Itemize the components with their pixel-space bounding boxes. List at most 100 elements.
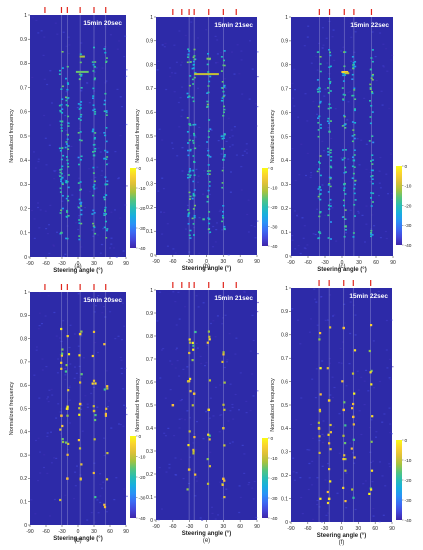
noise-cell — [62, 255, 65, 257]
noise-cell — [33, 374, 36, 376]
noise-cell — [107, 406, 109, 408]
colorbar-tick-label: -40 — [405, 243, 412, 249]
noise-cell — [43, 454, 46, 456]
noise-cell — [189, 456, 191, 458]
detection-point — [103, 214, 106, 216]
detection-point — [329, 326, 332, 329]
detection-point — [193, 134, 196, 137]
detection-point — [189, 168, 191, 170]
detection-point — [223, 444, 226, 447]
detection-point — [352, 438, 355, 441]
noise-cell — [296, 214, 298, 217]
noise-cell — [240, 166, 243, 168]
noise-cell — [43, 36, 46, 38]
noise-cell — [343, 303, 346, 305]
noise-cell — [321, 47, 324, 49]
noise-cell — [116, 88, 119, 90]
detection-point — [189, 195, 192, 198]
noise-cell — [233, 73, 236, 75]
detection-point — [192, 223, 195, 225]
detection-point — [344, 149, 347, 151]
detection-point — [206, 105, 209, 108]
x-axis-label: Steering angle (°) — [317, 267, 366, 273]
detection-point — [208, 335, 211, 338]
noise-cell — [249, 350, 252, 352]
noise-cell — [311, 378, 314, 380]
colorbar-tick-label: -40 — [271, 244, 278, 250]
detection-point — [353, 89, 356, 91]
detection-point — [188, 191, 191, 194]
detection-point — [329, 198, 332, 201]
noise-cell — [100, 174, 103, 177]
detection-point — [353, 108, 356, 110]
panel-annotation: 15min 20sec — [83, 20, 122, 27]
detection-point — [60, 361, 63, 364]
detection-point — [208, 173, 211, 175]
detection-point — [222, 64, 225, 67]
noise-cell — [172, 248, 175, 250]
detection-point — [344, 218, 347, 220]
noise-cell — [35, 349, 38, 351]
noise-cell — [244, 25, 247, 27]
detection-point — [318, 186, 321, 189]
detection-point — [61, 348, 64, 351]
detection-point — [223, 94, 226, 97]
y-tick-label: 0 — [24, 255, 27, 261]
detection-point — [91, 382, 94, 385]
noise-cell — [371, 460, 374, 462]
detection-point — [223, 133, 226, 136]
detection-point — [188, 50, 191, 52]
detection-point — [189, 198, 191, 200]
noise-cell — [109, 311, 112, 313]
hotspot-cell — [318, 231, 321, 234]
detection-point — [65, 77, 67, 80]
colorbar-tick-label: -40 — [271, 516, 278, 522]
noise-cell — [97, 351, 99, 354]
hotspot-cell — [352, 159, 356, 162]
detection-point — [343, 72, 346, 75]
detection-point — [319, 232, 322, 235]
noise-cell — [125, 413, 128, 416]
detection-point — [193, 189, 196, 191]
noise-cell — [388, 407, 391, 409]
noise-cell — [231, 51, 233, 53]
noise-cell — [308, 462, 311, 465]
detection-point — [318, 115, 321, 118]
x-axis-label: Steering angle (°) — [317, 533, 366, 539]
detection-point — [319, 70, 322, 73]
noise-cell — [249, 40, 251, 42]
detection-point — [221, 87, 224, 89]
noise-cell — [312, 233, 315, 235]
noise-cell — [251, 487, 254, 489]
noise-cell — [214, 386, 217, 388]
noise-cell — [251, 314, 254, 316]
detection-point — [343, 94, 346, 96]
noise-cell — [214, 518, 217, 520]
noise-cell — [80, 42, 83, 44]
x-tick-label: 90 — [389, 526, 395, 532]
noise-cell — [46, 398, 49, 400]
noise-cell — [157, 190, 160, 192]
detection-point — [189, 377, 192, 380]
noise-cell — [162, 348, 165, 350]
colorbar-tick-label: -40 — [139, 246, 146, 252]
noise-cell — [43, 78, 46, 80]
noise-cell — [80, 404, 83, 406]
detection-point — [94, 414, 97, 417]
detection-point — [66, 195, 69, 198]
detection-point — [352, 66, 355, 68]
noise-cell — [88, 168, 91, 170]
noise-cell — [199, 355, 202, 357]
noise-cell — [350, 60, 353, 62]
detection-point — [80, 155, 83, 158]
noise-cell — [104, 26, 107, 28]
noise-cell — [251, 293, 254, 295]
noise-cell — [161, 44, 164, 46]
noise-cell — [181, 147, 184, 149]
detection-point — [369, 88, 372, 90]
noise-cell — [163, 46, 166, 48]
detection-point — [370, 383, 373, 386]
detection-point — [206, 141, 209, 143]
detection-point — [319, 63, 322, 65]
detection-point — [328, 49, 331, 51]
